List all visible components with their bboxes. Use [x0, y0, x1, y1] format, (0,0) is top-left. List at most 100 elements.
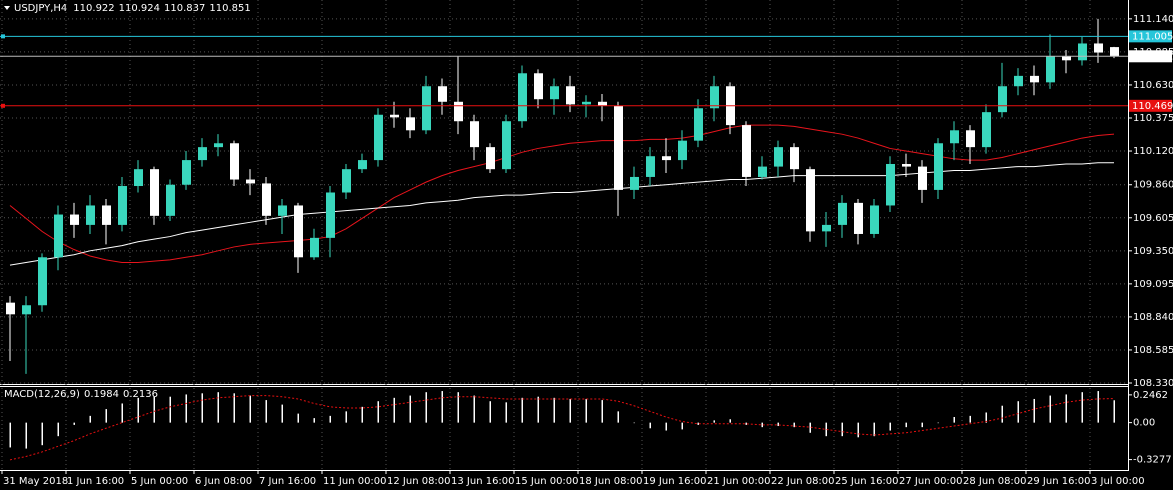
candle-body [694, 108, 703, 141]
candle-body [1062, 56, 1071, 61]
candle-body [262, 183, 271, 216]
candle-body [1110, 47, 1119, 57]
macd-bar [473, 395, 475, 423]
x-tick-label: 27 Jun 00:00 [899, 476, 963, 487]
candle-body [22, 305, 31, 315]
candle-body [918, 166, 927, 190]
macd-bar [1081, 392, 1083, 423]
price-label-box [1129, 99, 1172, 112]
candle-body [822, 224, 831, 232]
x-tick-label: 22 Jun 08:00 [771, 476, 835, 487]
candle-body [102, 205, 111, 225]
candle-body [966, 130, 975, 148]
candle-body [806, 169, 815, 232]
candle-body [326, 192, 335, 238]
candle-body [870, 205, 879, 234]
macd-bar [281, 404, 283, 423]
candle-body [390, 114, 399, 118]
macd-bar [1017, 401, 1019, 423]
macd-bar [185, 394, 187, 423]
candle-body [438, 86, 447, 102]
macd-bar [425, 392, 427, 423]
candle-body [118, 186, 127, 225]
macd-bar [457, 392, 459, 423]
macd-bar [377, 401, 379, 423]
macd-bar [553, 397, 555, 423]
macd-bar [889, 422, 891, 431]
macd-bar [745, 422, 747, 425]
x-tick-label: 12 Jun 08:00 [387, 476, 451, 487]
candle-body [246, 179, 255, 184]
x-tick-label: 15 Jun 00:00 [515, 476, 579, 487]
x-tick-label: 21 Jun 00:00 [707, 476, 771, 487]
candle-body [198, 147, 207, 161]
macd-bar [569, 398, 571, 423]
macd-bar [905, 422, 907, 428]
x-tick-label: 18 Jun 08:00 [579, 476, 643, 487]
candle-body [294, 205, 303, 258]
macd-bar [1001, 405, 1003, 423]
candle-body [742, 125, 751, 177]
y-tick-label: -0.3277 [1133, 455, 1172, 466]
candle-body [310, 237, 319, 258]
candle-body [54, 214, 63, 258]
candle-body [998, 86, 1007, 113]
candle-body [470, 121, 479, 148]
x-tick-label: 28 Jun 08:00 [963, 476, 1027, 487]
macd-bar [153, 396, 155, 423]
candle-body [502, 121, 511, 170]
macd-bar [249, 395, 251, 423]
last-price-label: 110.851 [1132, 51, 1173, 62]
candle-body [950, 130, 959, 144]
candle-body [678, 140, 687, 161]
candle-body [518, 73, 527, 122]
candle-body [1094, 43, 1103, 53]
candle-body [182, 160, 191, 185]
ohlc-value: 110.924 [119, 3, 160, 14]
macd-bar [505, 402, 507, 423]
candle-body [534, 73, 543, 100]
macd-bar [265, 400, 267, 423]
candle-body [646, 156, 655, 177]
last-price-box [1129, 50, 1172, 63]
y-tick-label: 108.840 [1133, 312, 1173, 323]
x-tick-label: 3 Jul 00:00 [1091, 476, 1145, 487]
ohlc-value: 110.851 [209, 3, 250, 14]
candle-body [342, 169, 351, 193]
candle-body [1014, 75, 1023, 87]
macd-bar [985, 412, 987, 423]
candle-body [982, 112, 991, 148]
candle-body [278, 205, 287, 216]
candle-body [630, 176, 639, 190]
macd-bar [313, 418, 315, 423]
macd-bar [1097, 391, 1099, 423]
macd-bar [649, 422, 651, 429]
macd-bar [361, 406, 363, 423]
macd-bar [697, 422, 699, 425]
macd-bar [217, 392, 219, 423]
price-label-box [1129, 30, 1172, 43]
macd-bar [809, 422, 811, 433]
macd-bar [617, 411, 619, 423]
macd-bar [777, 422, 779, 427]
price-line-handle [1, 34, 5, 39]
x-tick-label: 6 Jun 08:00 [195, 476, 252, 487]
x-tick-label: 31 May 2018 [3, 476, 68, 487]
signal-line [9, 395, 1115, 461]
macd-bar [1065, 394, 1067, 423]
y-tick-label: 109.095 [1133, 279, 1173, 290]
candle-body [406, 117, 415, 131]
macd-value: 0.1984 [84, 389, 119, 400]
x-tick-label: 7 Jun 16:00 [259, 476, 316, 487]
x-tick-label: 29 Jun 16:00 [1027, 476, 1091, 487]
candle-body [374, 114, 383, 161]
macd-bar [825, 422, 827, 437]
candle-body [422, 86, 431, 131]
candle-body [230, 143, 239, 180]
macd-bar [521, 397, 523, 423]
macd-bar [201, 393, 203, 423]
x-tick-label: 19 Jun 16:00 [643, 476, 707, 487]
macd-bar [953, 416, 955, 423]
macd-bar [297, 413, 299, 423]
